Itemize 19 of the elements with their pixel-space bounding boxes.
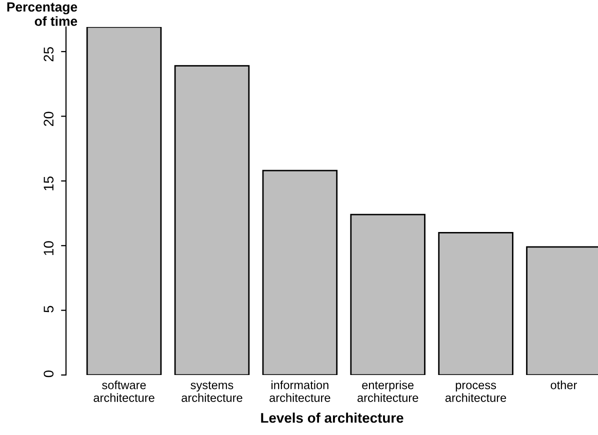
bar <box>262 170 338 375</box>
bar <box>350 214 426 375</box>
bar <box>438 232 514 375</box>
x-tick-label: systems architecture <box>182 381 242 402</box>
y-axis-title: Percentage of time <box>7 2 78 26</box>
x-axis-title: Levels of architecture <box>261 412 404 423</box>
x-tick-label: other <box>550 380 577 390</box>
x-tick-label: process architecture <box>445 382 506 402</box>
x-tick-label: enterprise architecture <box>358 380 418 402</box>
x-tick-label: information architecture <box>270 380 330 402</box>
bar <box>86 27 162 375</box>
y-tick-label: 10 <box>44 241 54 255</box>
y-tick-label: 0 <box>44 370 54 378</box>
y-tick-label: 15 <box>44 176 54 190</box>
y-tick-label: 5 <box>44 306 54 312</box>
x-tick-label: software architecture <box>94 380 154 402</box>
bar <box>174 65 250 375</box>
y-tick-label: 20 <box>44 112 54 126</box>
y-tick-label: 25 <box>44 47 54 62</box>
